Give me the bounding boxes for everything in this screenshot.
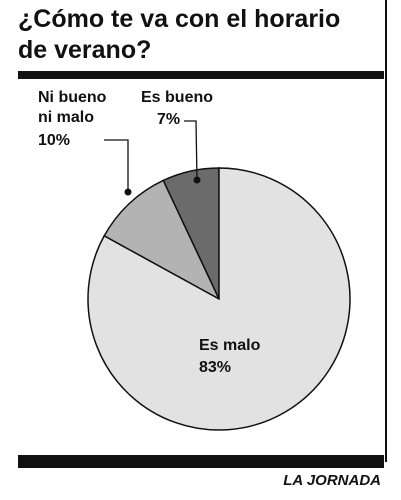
leader-dot bbox=[193, 176, 201, 184]
top-bar bbox=[18, 71, 384, 79]
leader-dot bbox=[124, 188, 132, 196]
bottom-bar bbox=[18, 455, 384, 468]
chart-title: ¿Cómo te va con el horario de verano? bbox=[18, 5, 341, 64]
slice-value: 83% bbox=[199, 359, 232, 376]
pie bbox=[87, 167, 351, 431]
leader-line bbox=[104, 139, 129, 192]
pie-slice bbox=[87, 167, 351, 431]
source: LA JORNADA bbox=[283, 472, 381, 489]
slice-value: 7% bbox=[157, 111, 181, 128]
pie-slice bbox=[103, 179, 221, 301]
slice-value: 10% bbox=[38, 132, 71, 149]
slice-label: Ni bueno ni malo bbox=[38, 89, 107, 126]
slice-label: Es bueno bbox=[141, 89, 214, 106]
leader-line bbox=[184, 120, 198, 181]
slice-label: Es malo bbox=[199, 337, 261, 354]
